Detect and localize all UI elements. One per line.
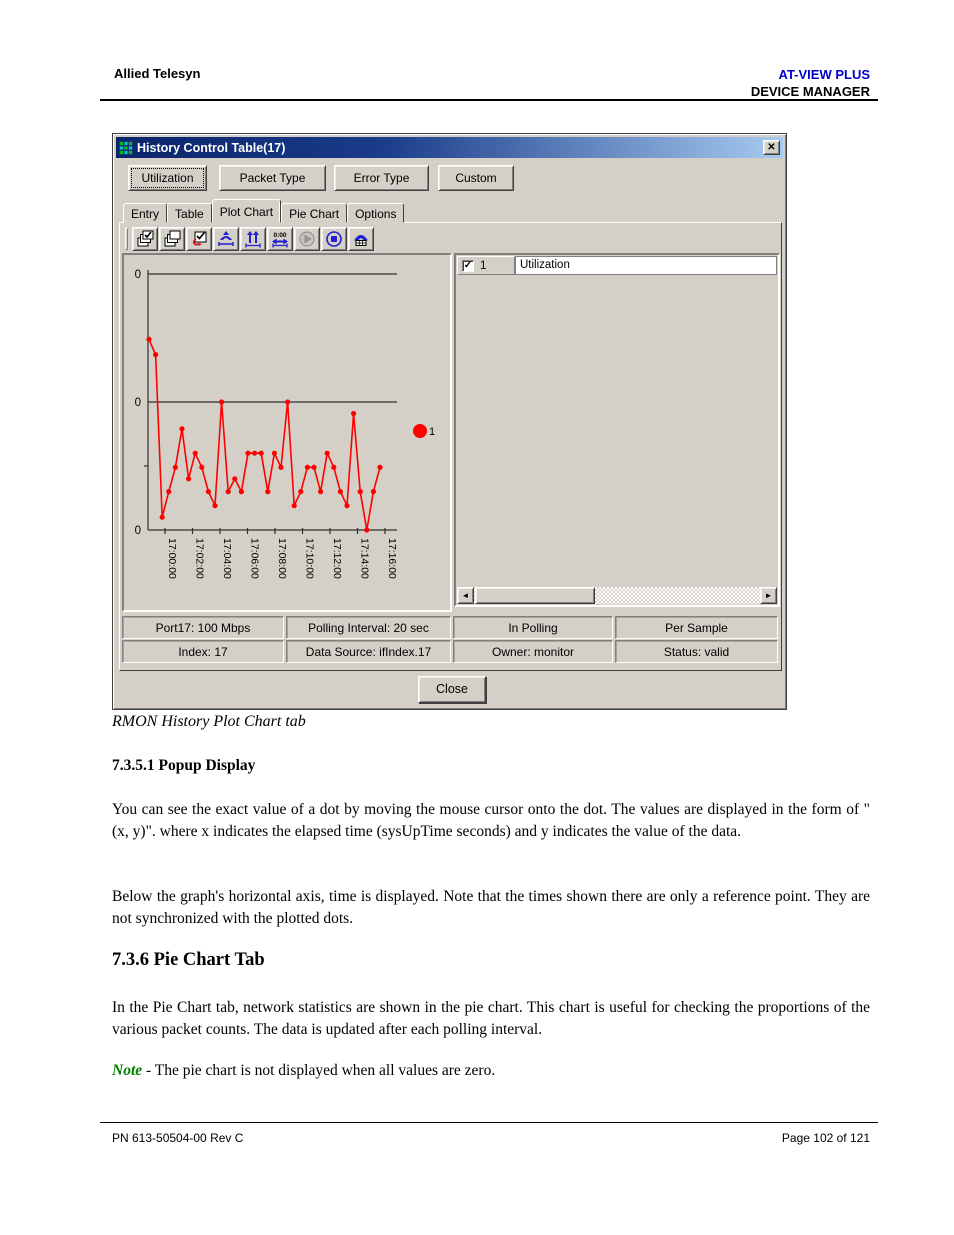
plot-chart-panel: 0 0 0 17:00:00 17:02:00 17:04:00 17:06:00 17:08… xyxy=(122,253,452,612)
tab-strip: Entry Table Plot Chart Pie Chart Options xyxy=(123,199,405,223)
status-validity: Status: valid xyxy=(615,640,778,663)
svg-text:0:00: 0:00 xyxy=(273,232,286,239)
svg-text:0: 0 xyxy=(135,525,141,537)
utilization-button[interactable]: Utilization xyxy=(128,165,207,191)
svg-text:17:08:00: 17:08:00 xyxy=(276,538,288,579)
dialog-titlebar[interactable]: History Control Table(17) ✕ xyxy=(116,137,783,158)
apply-all-button[interactable] xyxy=(132,227,158,251)
status-polling-state: In Polling xyxy=(453,616,613,639)
stop-polling-icon xyxy=(326,231,342,247)
scrollbar-thumb[interactable] xyxy=(475,587,595,604)
history-control-table-dialog: History Control Table(17) ✕ Utilization … xyxy=(112,133,787,710)
page-header-product: AT-VIEW PLUS DEVICE MANAGER xyxy=(751,66,870,100)
graph-summary-button[interactable] xyxy=(348,227,374,251)
status-owner: Owner: monitor xyxy=(453,640,613,663)
apply-change-icon xyxy=(192,231,207,246)
error-type-button[interactable]: Error Type xyxy=(334,165,429,191)
status-polling-interval: Polling Interval: 20 sec xyxy=(286,616,451,639)
tab-options[interactable]: Options xyxy=(347,203,405,223)
series-list-panel: ✓ 1 Utilization ◄ ► xyxy=(454,253,780,607)
header-rule xyxy=(100,99,878,101)
graph-summary-icon xyxy=(354,235,368,246)
horizontal-scrollbar[interactable]: ◄ ► xyxy=(457,587,777,604)
svg-text:17:12:00: 17:12:00 xyxy=(331,538,343,579)
tab-entry[interactable]: Entry xyxy=(123,203,168,223)
paragraph: Below the graph's horizontal axis, time … xyxy=(112,888,870,927)
tab-table[interactable]: Table xyxy=(167,203,212,223)
graph-rescale-icon xyxy=(218,231,234,246)
series-index: 1 xyxy=(480,259,487,272)
section-heading-popup-display: 7.3.5.1 Popup Display xyxy=(112,757,256,774)
time-interval-button[interactable]: 0:00 xyxy=(267,227,293,251)
footer-page-number: Page 102 of 121 xyxy=(781,1131,870,1145)
status-sample-mode: Per Sample xyxy=(615,616,778,639)
svg-text:17:10:00: 17:10:00 xyxy=(304,538,316,579)
start-polling-icon xyxy=(299,231,315,247)
svg-text:17:00:00: 17:00:00 xyxy=(166,538,178,579)
section-heading-pie-chart-tab: 7.3.6 Pie Chart Tab xyxy=(112,950,265,970)
start-polling-button[interactable] xyxy=(294,227,320,251)
svg-text:0: 0 xyxy=(135,269,141,281)
page-header-company: Allied Telesyn xyxy=(114,66,201,81)
svg-text:17:04:00: 17:04:00 xyxy=(221,538,233,579)
series-list-row[interactable]: ✓ 1 Utilization xyxy=(457,256,777,275)
toolbar-grip[interactable] xyxy=(125,228,128,250)
figure-caption: RMON History Plot Chart tab xyxy=(112,713,306,730)
note-text: - The pie chart is not displayed when al… xyxy=(142,1062,496,1079)
tab-plot-chart[interactable]: Plot Chart xyxy=(211,199,282,223)
copy-pages-icon xyxy=(164,230,181,247)
series-index-cell: ✓ 1 xyxy=(457,256,515,275)
graph-rescale-button[interactable] xyxy=(213,227,239,251)
status-data-source: Data Source: ifIndex.17 xyxy=(286,640,451,663)
plot-chart-tab-page: 0:00 xyxy=(119,222,782,671)
status-port: Port17: 100 Mbps xyxy=(122,616,284,639)
app-grid-icon xyxy=(119,140,133,155)
note-label: Note xyxy=(112,1062,143,1079)
packet-type-button[interactable]: Packet Type xyxy=(219,165,326,191)
dialog-title: History Control Table(17) xyxy=(137,140,286,155)
custom-button[interactable]: Custom xyxy=(438,165,514,191)
graph-zoom-vertical-button[interactable] xyxy=(240,227,266,251)
status-index: Index: 17 xyxy=(122,640,284,663)
chart-toolbar: 0:00 xyxy=(122,225,779,253)
utilization-line-chart[interactable]: 0 0 0 17:00:00 17:02:00 17:04:00 17:06:00 17:08… xyxy=(124,255,450,610)
apply-change-button[interactable] xyxy=(186,227,212,251)
graph-zoom-vertical-icon xyxy=(245,231,261,248)
svg-text:17:16:00: 17:16:00 xyxy=(386,538,398,579)
series-name-cell[interactable]: Utilization xyxy=(515,256,777,275)
close-button[interactable]: Close xyxy=(418,676,486,703)
svg-text:17:02:00: 17:02:00 xyxy=(194,538,206,579)
close-icon[interactable]: ✕ xyxy=(763,140,780,155)
paragraph: You can see the exact value of a dot by … xyxy=(112,801,870,840)
note-paragraph: Note - The pie chart is not displayed wh… xyxy=(112,1062,870,1080)
copy-pages-button[interactable] xyxy=(159,227,185,251)
product-line: DEVICE MANAGER xyxy=(750,84,870,99)
paragraph: In the Pie Chart tab, network statistics… xyxy=(112,999,870,1038)
brand-line: AT-VIEW PLUS xyxy=(778,67,870,82)
scrollbar-track[interactable] xyxy=(595,587,760,604)
svg-text:17:06:00: 17:06:00 xyxy=(249,538,261,579)
svg-text:1: 1 xyxy=(429,426,435,438)
status-grid: Port17: 100 Mbps Polling Interval: 20 se… xyxy=(122,616,780,664)
scroll-left-icon[interactable]: ◄ xyxy=(457,587,474,604)
apply-all-icon xyxy=(137,230,154,247)
series-checkbox[interactable]: ✓ xyxy=(462,259,474,272)
footer-rule xyxy=(100,1122,878,1123)
stop-polling-button[interactable] xyxy=(321,227,347,251)
svg-text:17:14:00: 17:14:00 xyxy=(359,538,371,579)
scroll-right-icon[interactable]: ► xyxy=(760,587,777,604)
svg-text:0: 0 xyxy=(135,397,141,409)
footer-part-number: PN 613-50504-00 Rev C xyxy=(112,1131,244,1145)
tab-pie-chart[interactable]: Pie Chart xyxy=(281,203,348,223)
time-interval-icon: 0:00 xyxy=(272,232,288,248)
